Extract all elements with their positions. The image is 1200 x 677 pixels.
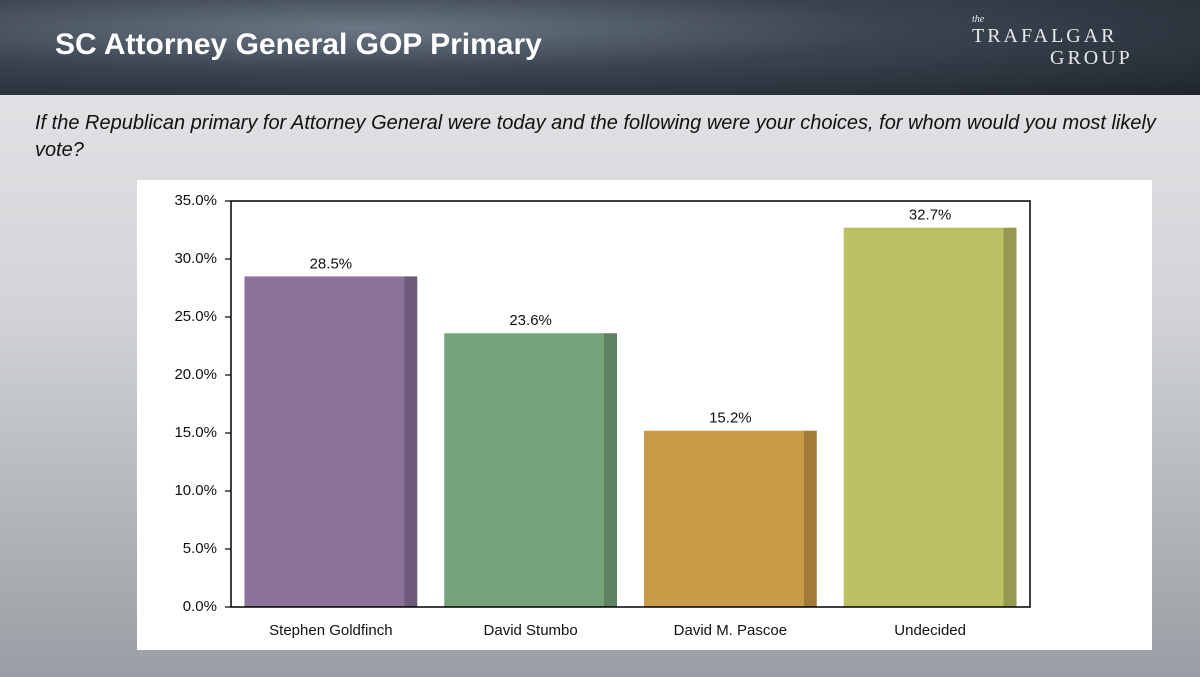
question: If the Republican primary for Attorney G… — [35, 112, 1156, 161]
value-label: 15.2% — [709, 410, 752, 427]
bar — [244, 276, 418, 607]
bar — [444, 333, 618, 607]
logo-text: the — [972, 14, 985, 25]
y-tick-label: 5.0% — [183, 540, 217, 557]
x-tick-label: Stephen Goldfinch — [269, 622, 392, 639]
header: SC Attorney General GOP Primary the TRAF… — [0, 0, 1200, 95]
chart: 0.0% 5.0% 10.0% 15.0% 20.0% 25.0% 30.0% 35.0% St… — [137, 180, 1152, 650]
value-label: 28.5% — [310, 255, 353, 272]
y-tick-label: 0.0% — [183, 598, 217, 615]
x-tick-label: David Stumbo — [484, 622, 578, 639]
logo-text: GROUP — [1050, 47, 1133, 69]
x-tick-label: Undecided — [894, 622, 966, 639]
y-tick-label: 35.0% — [174, 192, 217, 209]
logo: the TRAFALGAR GROUP — [972, 14, 1133, 69]
bar — [643, 430, 817, 607]
y-tick-label: 25.0% — [174, 308, 217, 325]
value-label: 32.7% — [909, 207, 952, 224]
value-label: 23.6% — [509, 312, 552, 329]
logo-text: TRAFALGAR — [972, 25, 1118, 47]
plot-frame — [230, 200, 1031, 608]
y-tick-label: 10.0% — [174, 482, 217, 499]
x-tick-label: David M. Pascoe — [674, 622, 787, 639]
y-tick-label: 20.0% — [174, 366, 217, 383]
y-tick-label: 15.0% — [174, 424, 217, 441]
y-tick-label: 30.0% — [174, 250, 217, 267]
bar — [843, 227, 1017, 607]
slide-title: SC Attorney General GOP Primary — [55, 28, 542, 61]
